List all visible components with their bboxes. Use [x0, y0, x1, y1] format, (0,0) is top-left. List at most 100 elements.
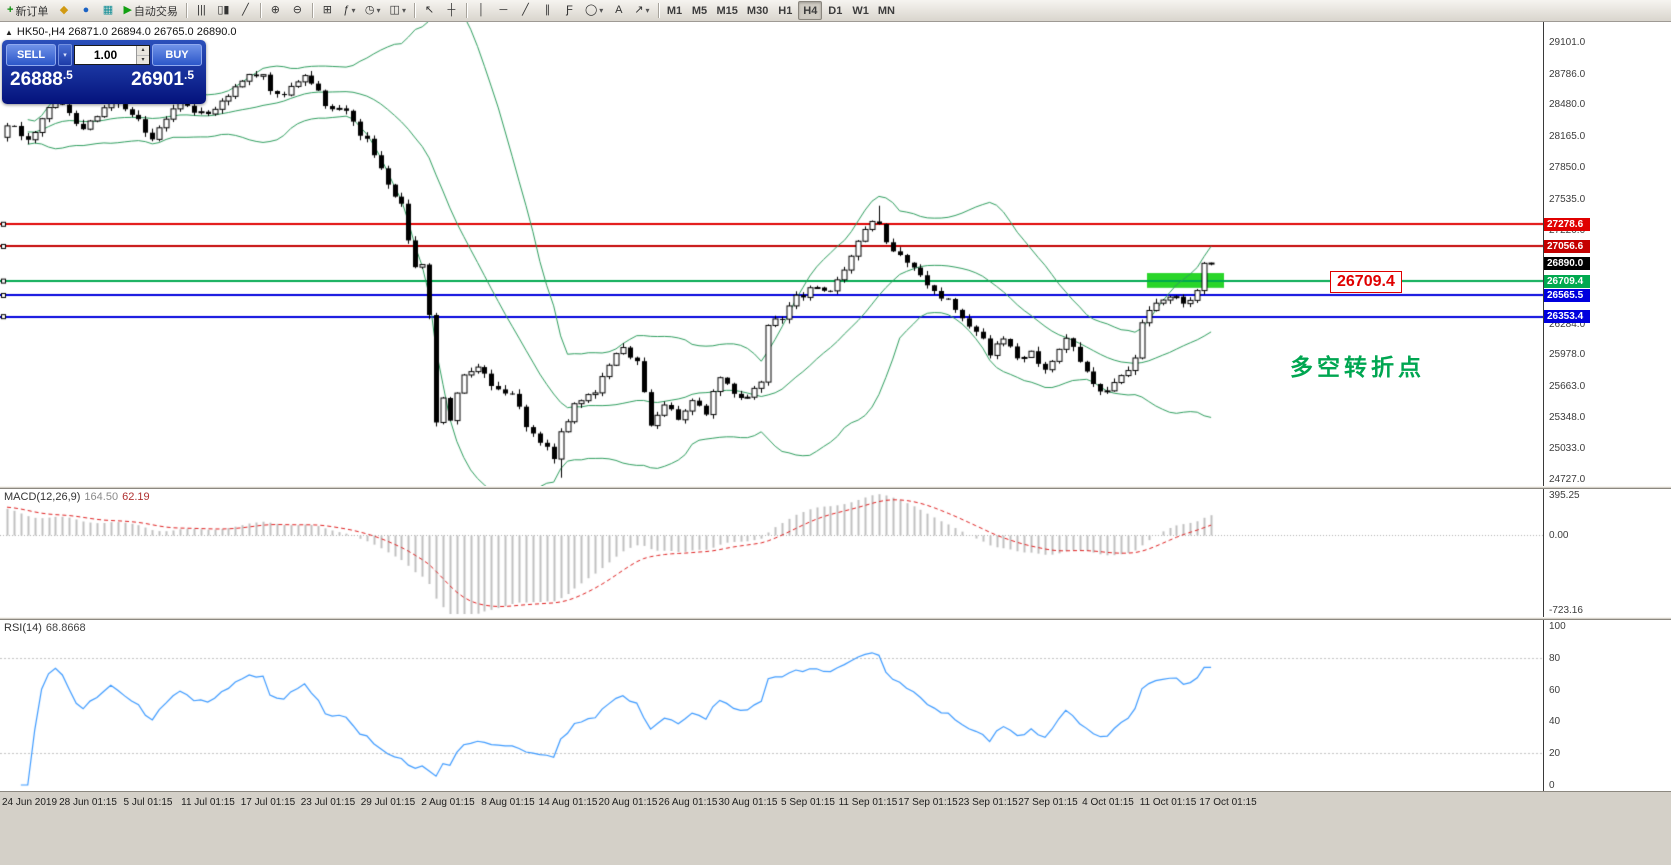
- volume-input[interactable]: [75, 46, 136, 64]
- rsi-value: 68.8668: [45, 622, 86, 634]
- macd-name: MACD(12,26,9): [4, 491, 81, 503]
- pane-divider[interactable]: [0, 617, 1671, 620]
- zoom-in-icon: ⊕: [270, 4, 281, 16]
- tf-d1-button-label: D1: [828, 4, 843, 17]
- tf-m5-button-label: M5: [691, 4, 708, 17]
- tile-windows-button[interactable]: ⊞: [317, 1, 338, 20]
- tf-m15-button[interactable]: M15: [713, 1, 742, 20]
- chart-window: ▲ HK50-,H4 26871.0 26894.0 26765.0 26890…: [0, 22, 1671, 865]
- cursor-button[interactable]: ↖: [419, 1, 440, 20]
- volume-stepper: ▴ ▾: [74, 45, 150, 65]
- price-axis-label: 24727.0: [1549, 474, 1586, 485]
- macd-value-main: 164.50: [84, 491, 119, 503]
- autotrading-button[interactable]: ▶ 自动交易: [119, 1, 181, 20]
- vertical-line-button[interactable]: │: [471, 1, 492, 20]
- rsi-axis-label: 80: [1549, 652, 1561, 664]
- zoom-in-button[interactable]: ⊕: [265, 1, 286, 20]
- autotrading-icon: ▶: [123, 4, 132, 16]
- time-axis-label: 24 Jun 2019: [2, 797, 58, 808]
- tf-d1-button[interactable]: D1: [823, 1, 847, 20]
- volume-increase-button[interactable]: ▴: [137, 46, 149, 56]
- volume-decrease-button[interactable]: ▾: [137, 55, 149, 64]
- market-watch-button[interactable]: ●: [75, 1, 96, 20]
- candlestick-chart-button[interactable]: ▯▮: [213, 1, 234, 20]
- fibonacci-button[interactable]: Ƒ: [559, 1, 580, 20]
- macd-axis: 395.25 0.00 -723.16: [1543, 489, 1671, 617]
- text-button[interactable]: A: [608, 1, 629, 20]
- toolbar-separator: [657, 3, 659, 18]
- data-window-icon: ▦: [102, 4, 114, 16]
- rsi-axis-label: 40: [1549, 716, 1561, 728]
- new-order-button[interactable]: + 新订单: [3, 1, 52, 20]
- time-axis-label: 30 Aug 01:15: [718, 797, 778, 808]
- tf-mn-button[interactable]: MN: [874, 1, 899, 20]
- trendline-button[interactable]: ╱: [515, 1, 536, 20]
- crosshair-button[interactable]: ┼: [441, 1, 462, 20]
- tf-m5-button[interactable]: M5: [688, 1, 712, 20]
- text-icon: A: [615, 4, 623, 16]
- price-axis: 29101.0 28786.0 28480.0 28165.0 27850.0 27535…: [1543, 22, 1671, 486]
- line-chart-button[interactable]: ╱: [235, 1, 256, 20]
- toolbar-separator: [185, 3, 187, 18]
- tf-m15-button-label: M15: [716, 4, 738, 17]
- time-axis-label: 27 Sep 01:15: [1018, 797, 1078, 808]
- time-axis-label: 14 Aug 01:15: [538, 797, 598, 808]
- zoom-out-icon: ⊖: [292, 4, 303, 16]
- rsi-canvas[interactable]: [0, 620, 1543, 791]
- metaeditor-icon: ◆: [59, 4, 69, 16]
- clock-icon: ◷: [364, 4, 375, 16]
- zoom-out-button[interactable]: ⊖: [287, 1, 308, 20]
- periods-button[interactable]: ◷ ▾: [361, 1, 385, 20]
- price-chart-canvas[interactable]: [0, 22, 1543, 486]
- price-axis-label: 28480.0: [1549, 99, 1586, 111]
- toolbar-separator: [259, 3, 261, 18]
- time-axis-label: 4 Oct 01:15: [1082, 797, 1134, 808]
- bar-chart-button[interactable]: |||: [191, 1, 212, 20]
- order-dropdown-button[interactable]: ▾: [58, 44, 72, 66]
- arrows-button[interactable]: ↗ ▾: [630, 1, 653, 20]
- tf-w1-button[interactable]: W1: [848, 1, 873, 20]
- tf-m30-button[interactable]: M30: [743, 1, 772, 20]
- templates-button[interactable]: ◫ ▾: [386, 1, 410, 20]
- macd-label: MACD(12,26,9) 164.50 62.19: [4, 491, 150, 503]
- price-axis-label: 25348.0: [1549, 412, 1586, 424]
- shapes-button[interactable]: ◯ ▾: [581, 1, 607, 20]
- data-window-button[interactable]: ▦: [97, 1, 118, 20]
- price-tag: 27278.6: [1544, 217, 1590, 231]
- tf-mn-button-label: MN: [877, 4, 895, 17]
- tf-h1-button[interactable]: H1: [773, 1, 797, 20]
- macd-canvas[interactable]: [0, 489, 1543, 617]
- time-axis-label: 5 Jul 01:15: [123, 797, 173, 808]
- horizontal-line-button[interactable]: ─: [493, 1, 514, 20]
- equidistant-channel-button[interactable]: ∥: [537, 1, 558, 20]
- metaeditor-button[interactable]: ◆: [53, 1, 74, 20]
- price-tag: 27056.6: [1544, 239, 1590, 253]
- time-axis-label: 8 Aug 01:15: [481, 797, 535, 808]
- time-axis-label: 5 Sep 01:15: [781, 797, 835, 808]
- rsi-axis-label: 60: [1549, 684, 1561, 696]
- pane-divider[interactable]: [0, 486, 1671, 489]
- bars-icon: |||: [197, 4, 206, 16]
- arrow-icon: ↗: [634, 4, 644, 16]
- one-click-collapse-icon[interactable]: ▲: [5, 27, 13, 37]
- shapes-icon: ◯: [584, 4, 598, 16]
- turning-point-annotation[interactable]: 多空转折点: [1290, 354, 1425, 380]
- price-axis-label: 25978.0: [1549, 349, 1586, 361]
- macd-axis-label: 395.25: [1549, 490, 1580, 501]
- price-tag: 26565.5: [1544, 288, 1590, 302]
- price-callout-label[interactable]: 26709.4: [1330, 271, 1402, 293]
- one-click-trading-panel: SELL ▾ ▴ ▾ BUY 26888.5 26901.5: [2, 40, 206, 104]
- sell-button[interactable]: SELL: [6, 44, 56, 66]
- tf-w1-button-label: W1: [852, 4, 869, 17]
- tf-m1-button-label: M1: [666, 4, 683, 17]
- buy-button[interactable]: BUY: [152, 44, 202, 66]
- tf-h1-button-label: H1: [778, 4, 793, 17]
- candles-icon: ▯▮: [217, 4, 230, 16]
- time-axis-label: 11 Jul 01:15: [181, 797, 235, 808]
- chart-title: ▲ HK50-,H4 26871.0 26894.0 26765.0 26890…: [5, 26, 237, 38]
- tf-m1-button[interactable]: M1: [663, 1, 687, 20]
- tf-h4-button[interactable]: H4: [798, 1, 823, 20]
- indicators-button[interactable]: ƒ ▾: [339, 1, 360, 20]
- one-click-prices: 26888.5 26901.5: [6, 69, 202, 89]
- time-axis-label: 23 Sep 01:15: [958, 797, 1018, 808]
